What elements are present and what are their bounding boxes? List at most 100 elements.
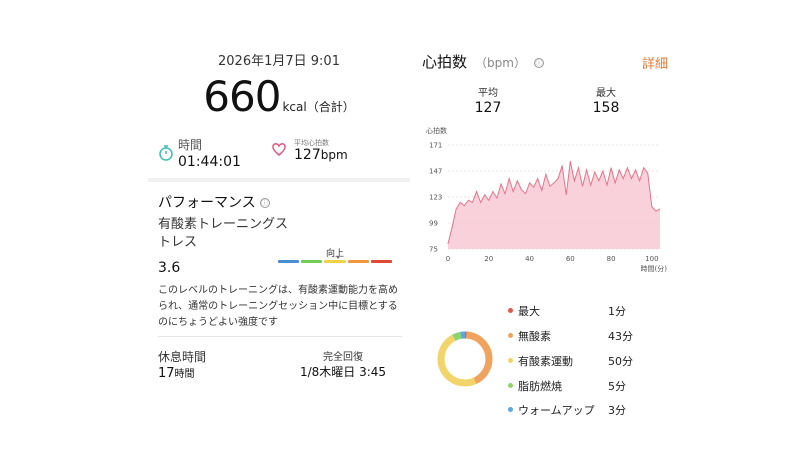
hr-max-value: 158 bbox=[592, 100, 620, 116]
aerobic-stress-value: 3.6 bbox=[158, 260, 181, 276]
x-tick-label: 80 bbox=[607, 255, 616, 263]
hr-point bbox=[647, 172, 649, 174]
zone-legend-item: ウォームアップ 3分 bbox=[508, 402, 668, 417]
zone-color-dot bbox=[508, 333, 513, 338]
section-divider bbox=[148, 178, 410, 182]
y-axis-label: 心拍数 bbox=[426, 126, 447, 135]
hr-point bbox=[455, 208, 457, 210]
hr-point bbox=[496, 197, 498, 199]
hr-point bbox=[537, 178, 539, 179]
performance-title-text: パフォーマンス bbox=[158, 195, 256, 211]
hr-point bbox=[545, 173, 547, 175]
hr-point bbox=[557, 178, 559, 179]
hr-point bbox=[463, 205, 465, 207]
hr-point bbox=[480, 202, 482, 203]
hr-point bbox=[643, 167, 645, 169]
heart-rate-title-text: 心拍数 bbox=[422, 53, 468, 71]
hr-point bbox=[598, 180, 600, 182]
hr-point bbox=[659, 208, 661, 210]
hr-point bbox=[529, 182, 530, 184]
hr-point bbox=[500, 183, 502, 185]
scale-segment bbox=[370, 260, 393, 263]
zone-minutes: 1分 bbox=[608, 305, 626, 318]
hr-point bbox=[533, 186, 535, 188]
hr-point bbox=[488, 199, 490, 201]
y-tick-label: 123 bbox=[429, 194, 442, 202]
hr-point bbox=[586, 169, 588, 171]
scale-segment bbox=[347, 260, 369, 263]
zone-name: 脂肪燃焼 bbox=[518, 380, 562, 393]
hr-point bbox=[626, 167, 628, 169]
details-link[interactable]: 詳細 bbox=[641, 57, 668, 72]
heart-icon bbox=[272, 143, 286, 156]
hr-point bbox=[569, 160, 571, 162]
scale-segment bbox=[324, 260, 346, 263]
hr-point bbox=[520, 189, 522, 190]
zone-legend-item: 無酸素 43分 bbox=[508, 328, 668, 343]
x-tick-label: 0 bbox=[446, 255, 450, 263]
zone-color-dot bbox=[508, 358, 513, 363]
y-tick-label: 75 bbox=[429, 246, 438, 254]
scale-marker bbox=[336, 256, 340, 259]
zone-color-dot bbox=[508, 308, 513, 313]
hr-point bbox=[512, 191, 514, 192]
hr-point bbox=[565, 194, 567, 196]
hr-point bbox=[618, 169, 620, 171]
stopwatch-icon bbox=[159, 145, 173, 161]
full-recovery-value: 1/8木曜日 3:45 bbox=[299, 365, 387, 379]
x-tick-label: 60 bbox=[566, 255, 575, 263]
duration-label: 時間 bbox=[178, 138, 203, 152]
rest-time-label: 休息時間 bbox=[158, 350, 207, 364]
hr-point bbox=[525, 193, 526, 195]
hr-point bbox=[614, 182, 616, 184]
hr-point bbox=[651, 206, 653, 208]
hr-point bbox=[561, 165, 563, 166]
zone-legend-item: 脂肪燃焼 5分 bbox=[508, 378, 668, 393]
hr-point bbox=[476, 191, 477, 192]
hr-point bbox=[635, 169, 636, 171]
performance-description: このレベルのトレーニングは、有酸素運動能力を高められ、通常のトレーニングセッショ… bbox=[158, 285, 398, 328]
x-tick-label: 100 bbox=[645, 255, 658, 263]
calories-value: 660 bbox=[203, 72, 281, 121]
zone-donut-chart bbox=[437, 331, 493, 387]
hr-point bbox=[602, 170, 604, 172]
zone-legend-item: 最大 1分 bbox=[508, 303, 668, 318]
hr-point bbox=[492, 191, 494, 192]
hr-point bbox=[451, 226, 453, 228]
zone-name: 有酸素運動 bbox=[518, 355, 573, 368]
hr-area bbox=[448, 161, 660, 249]
zone-legend-item: 有酸素運動 50分 bbox=[508, 353, 668, 368]
heart-rate-panel: 心拍数 （bpm） ⓘ 詳細 平均 127 最大 158 心拍数 171 147 123 9… bbox=[422, 0, 672, 450]
info-icon[interactable]: ⓘ bbox=[533, 58, 544, 68]
rest-time-number: 17 bbox=[158, 366, 175, 381]
hr-point bbox=[484, 194, 486, 196]
hr-point bbox=[606, 184, 608, 186]
training-effect-scale bbox=[278, 260, 393, 263]
zone-slice bbox=[437, 331, 493, 387]
heart-rate-title: 心拍数 （bpm） ⓘ bbox=[422, 51, 544, 72]
hr-point bbox=[573, 180, 575, 182]
calories-total: 660 kcal（合計） bbox=[148, 72, 410, 121]
y-tick-label: 147 bbox=[429, 168, 442, 176]
hr-point bbox=[590, 184, 592, 186]
duration-value: 01:44:01 bbox=[178, 154, 241, 170]
divider bbox=[158, 336, 402, 337]
zone-name: 無酸素 bbox=[518, 330, 551, 343]
zone-slice bbox=[437, 331, 493, 387]
hr-point bbox=[549, 185, 551, 187]
avg-heart-rate-number: 127 bbox=[294, 147, 321, 163]
hr-point bbox=[553, 182, 555, 184]
hr-point bbox=[467, 199, 469, 201]
hr-point bbox=[516, 180, 518, 182]
rest-time-value: 17時間 bbox=[158, 365, 195, 381]
info-icon[interactable]: ⓘ bbox=[259, 198, 270, 208]
hr-point bbox=[504, 193, 506, 195]
zone-minutes: 43分 bbox=[608, 330, 633, 343]
aerobic-stress-label: 有酸素トレーニングストレス bbox=[158, 217, 289, 250]
y-tick-label: 99 bbox=[429, 220, 438, 228]
avg-heart-rate-stat: 平均心拍数 127bpm bbox=[272, 136, 404, 172]
hr-avg-label: 平均 bbox=[478, 88, 498, 99]
hr-point bbox=[639, 180, 641, 182]
workout-date: 2026年1月7日 9:01 bbox=[218, 54, 340, 69]
